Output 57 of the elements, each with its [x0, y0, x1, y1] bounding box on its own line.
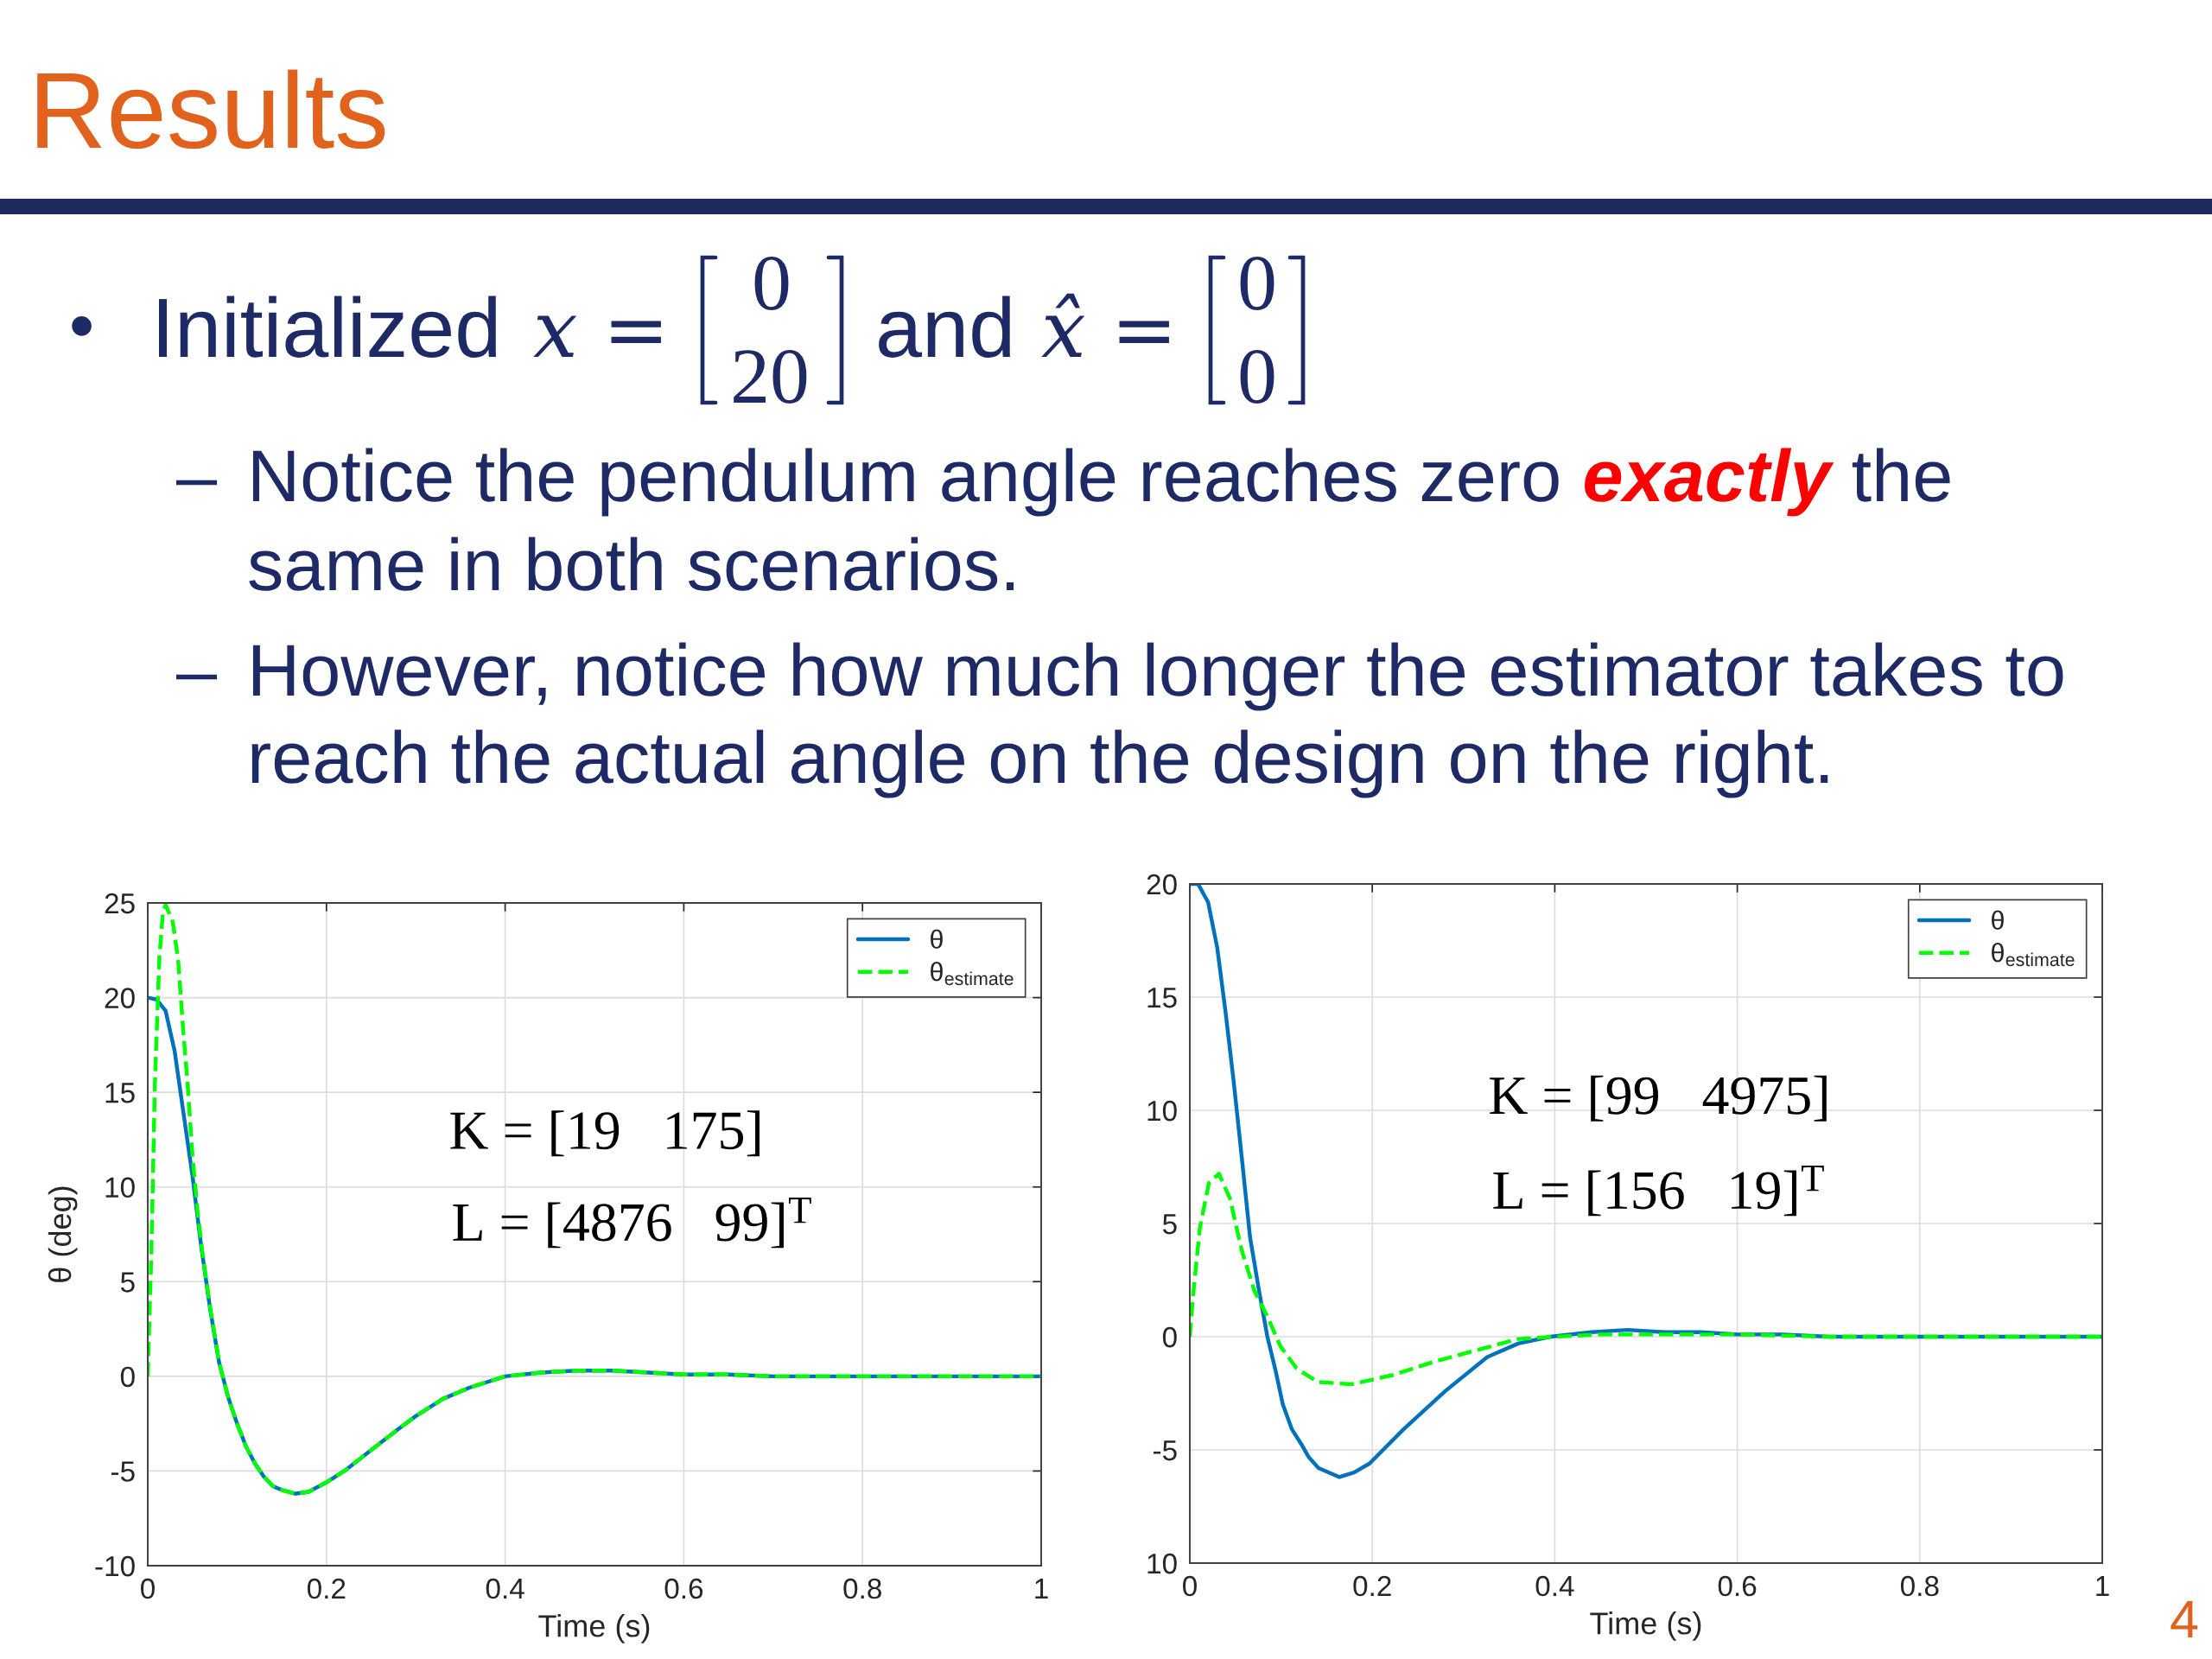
x-tick-label: 0.2 [307, 1578, 346, 1599]
x-tick-label: 1 [1035, 1579, 1048, 1599]
y-tick-label: 10 [1147, 1100, 1177, 1122]
x-tick-label: 0.8 [1900, 1575, 1939, 1597]
text: – [176, 480, 218, 486]
y-tick-label: 10 [1147, 1553, 1177, 1574]
x-axis-title: Time (s) [538, 1614, 650, 1643]
x-tick-label: 0.4 [486, 1578, 524, 1599]
x-tick-label: 0.6 [1718, 1575, 1757, 1597]
x-tick-label: 0 [141, 1578, 155, 1599]
text: Notice the pendulum angle reaches zero [252, 448, 1559, 517]
x-tick-label: 0.4 [1535, 1575, 1574, 1597]
text: Results [37, 69, 385, 149]
y-tick-label: -5 [1153, 1440, 1177, 1461]
x-tick-label: 1 [2096, 1576, 2109, 1597]
legend-label: θ [1992, 910, 2004, 930]
text: 4 [2171, 1600, 2198, 1637]
y-tick-label: 0 [1162, 1326, 1177, 1348]
annotation: L = [156 19]$^{T}$ [1493, 1165, 1824, 1217]
text: 0 [1240, 257, 1274, 310]
text: – [176, 674, 218, 680]
annotation: K = [99 4975] [1490, 1075, 1827, 1122]
y-tick-label: 20 [105, 988, 135, 1008]
text: exactly [1585, 448, 1834, 517]
y-tick-label: 10 [105, 1177, 135, 1198]
y-tick-label: 0 [120, 1366, 135, 1388]
text: the [1852, 448, 1950, 502]
text: reach the actual angle on the design on the right. [251, 729, 1828, 798]
text: 0 [1240, 350, 1274, 404]
annotation: K = [19 175] [450, 1110, 760, 1157]
y-tick-label: 5 [1162, 1214, 1177, 1235]
y-axis-title: θ (deg) [48, 1186, 78, 1282]
y-tick-label: 20 [1147, 874, 1177, 895]
text: x = [533, 315, 661, 357]
legend-label: θ$_{estimate}$ [1992, 943, 2075, 967]
x-tick-label: 0.6 [664, 1578, 703, 1599]
x-tick-label: 0.2 [1353, 1575, 1391, 1597]
text: Initialized [158, 296, 497, 358]
y-tick-label: 15 [105, 1083, 135, 1103]
y-tick-label: -10 [95, 1555, 135, 1577]
y-tick-label: 25 [105, 893, 135, 914]
text: and [879, 296, 1010, 358]
text: x̂ = [1041, 293, 1169, 357]
text: 0 [754, 257, 789, 310]
x-axis-title: Time (s) [1590, 1611, 1701, 1641]
x-tick-label: 0 [1183, 1575, 1197, 1597]
annotation: L = [4876 99]$^{T}$ [453, 1198, 811, 1249]
y-tick-label: 5 [120, 1272, 135, 1293]
x-tick-label: 0.8 [843, 1578, 881, 1599]
text: • [72, 316, 92, 336]
y-tick-label: -5 [111, 1461, 135, 1482]
text: 20 [734, 350, 807, 404]
y-tick-label: 15 [1147, 988, 1177, 1008]
text: However, notice how much longer the estimator takes to [252, 642, 2063, 711]
text: same in both scenarios. [249, 537, 1014, 591]
legend-label: θ [931, 929, 943, 949]
legend-label: θ$_{estimate}$ [931, 962, 1014, 986]
